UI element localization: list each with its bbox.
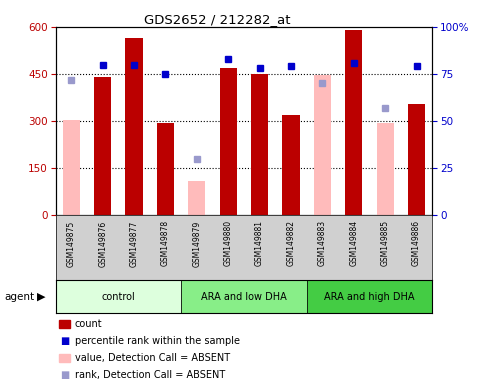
Text: GSM149879: GSM149879 [192, 220, 201, 266]
Bar [126, 38, 142, 215]
Text: GSM149875: GSM149875 [67, 220, 76, 266]
Text: ■: ■ [60, 370, 70, 380]
Bar [63, 120, 80, 215]
Bar [345, 30, 362, 215]
Text: agent: agent [5, 291, 35, 302]
Text: ARA and low DHA: ARA and low DHA [201, 291, 287, 302]
Text: percentile rank within the sample: percentile rank within the sample [75, 336, 240, 346]
Bar [377, 122, 394, 215]
Bar [157, 123, 174, 215]
Bar [283, 115, 299, 215]
Bar [307, 280, 432, 313]
Text: GSM149881: GSM149881 [255, 220, 264, 266]
Text: GSM149876: GSM149876 [98, 220, 107, 266]
Text: count: count [75, 319, 102, 329]
Text: ▶: ▶ [37, 291, 45, 302]
Text: GSM149878: GSM149878 [161, 220, 170, 266]
Text: GDS2652 / 212282_at: GDS2652 / 212282_at [144, 13, 291, 26]
Bar [181, 280, 307, 313]
Text: GSM149883: GSM149883 [318, 220, 327, 266]
Bar [188, 181, 205, 215]
Text: ■: ■ [60, 336, 70, 346]
Text: GSM149880: GSM149880 [224, 220, 233, 266]
Text: GSM149885: GSM149885 [381, 220, 390, 266]
Bar [408, 104, 425, 215]
Text: GSM149877: GSM149877 [129, 220, 139, 266]
Bar [314, 74, 331, 215]
Bar [56, 280, 181, 313]
Bar [220, 68, 237, 215]
Text: rank, Detection Call = ABSENT: rank, Detection Call = ABSENT [75, 370, 225, 380]
Text: GSM149884: GSM149884 [349, 220, 358, 266]
Bar [94, 77, 111, 215]
Bar [251, 74, 268, 215]
Text: GSM149882: GSM149882 [286, 220, 296, 266]
Text: value, Detection Call = ABSENT: value, Detection Call = ABSENT [75, 353, 230, 363]
Text: control: control [101, 291, 135, 302]
Text: ARA and high DHA: ARA and high DHA [324, 291, 415, 302]
Text: GSM149886: GSM149886 [412, 220, 421, 266]
